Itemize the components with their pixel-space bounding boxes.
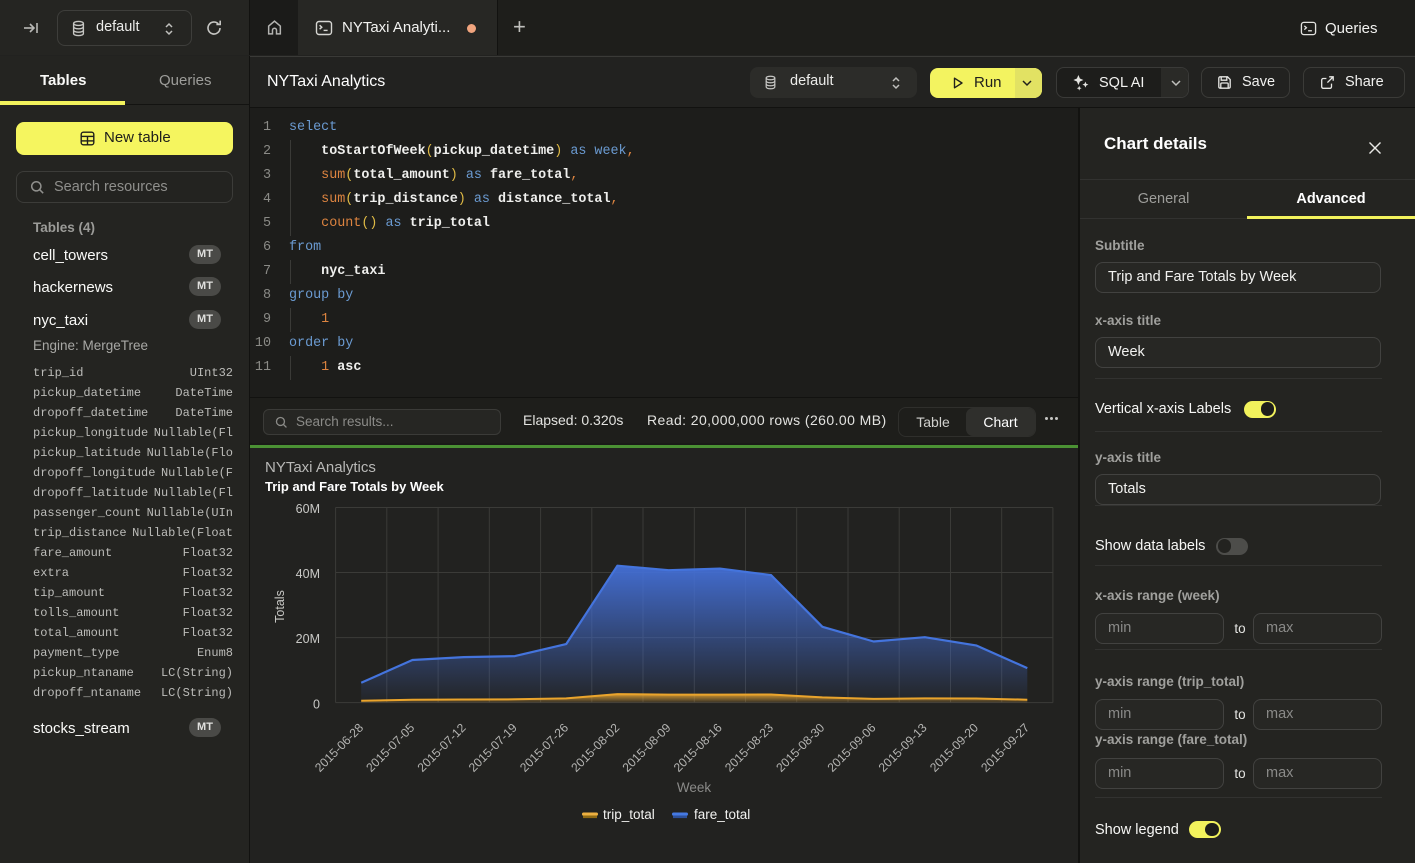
svg-text:2015-07-19: 2015-07-19 (466, 721, 520, 775)
svg-text:2015-08-23: 2015-08-23 (722, 721, 776, 775)
svg-text:2015-09-20: 2015-09-20 (927, 721, 981, 775)
svg-text:20M: 20M (296, 632, 320, 646)
svg-text:0: 0 (313, 698, 320, 712)
svg-text:2015-08-30: 2015-08-30 (773, 721, 827, 775)
svg-text:Totals: Totals (273, 590, 287, 623)
svg-text:2015-07-05: 2015-07-05 (363, 721, 417, 775)
svg-text:2015-07-26: 2015-07-26 (517, 721, 571, 775)
svg-text:2015-08-09: 2015-08-09 (620, 721, 674, 775)
svg-text:2015-09-06: 2015-09-06 (825, 721, 879, 775)
svg-text:40M: 40M (296, 567, 320, 581)
svg-text:Week: Week (677, 780, 712, 795)
svg-text:trip_total: trip_total (603, 807, 655, 822)
svg-text:2015-08-02: 2015-08-02 (568, 721, 622, 775)
svg-text:2015-07-12: 2015-07-12 (415, 721, 469, 775)
svg-text:60M: 60M (296, 502, 320, 516)
svg-text:2015-06-28: 2015-06-28 (312, 721, 366, 775)
svg-text:fare_total: fare_total (694, 807, 750, 822)
svg-text:2015-09-13: 2015-09-13 (876, 721, 930, 775)
svg-text:2015-08-16: 2015-08-16 (671, 721, 725, 775)
svg-text:2015-09-27: 2015-09-27 (978, 721, 1032, 775)
